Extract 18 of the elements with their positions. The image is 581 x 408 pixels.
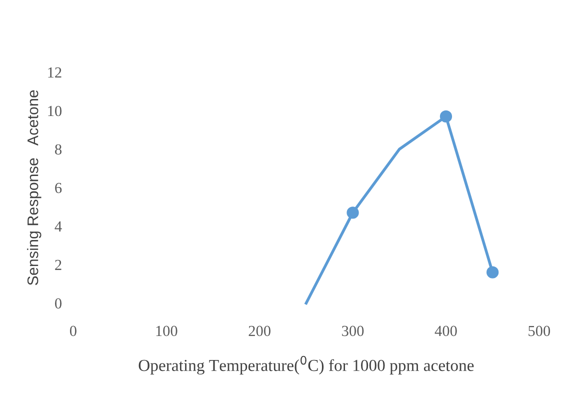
x-tick-label: 100	[156, 326, 178, 336]
point	[440, 110, 452, 123]
x-tick-label: 200	[248, 326, 270, 336]
y-tick-label: 0	[55, 298, 62, 309]
y-tick-label: 12	[48, 67, 62, 78]
x-tick-label: 400	[434, 326, 457, 336]
x-tick-label: 0	[70, 326, 76, 336]
y-tick-label: 10	[48, 106, 62, 116]
x-tick-label: 500	[528, 326, 550, 336]
y-tick-label: 2	[55, 260, 62, 270]
y-tick-label: 6	[55, 182, 62, 194]
point	[486, 266, 499, 278]
y-tick-label: 8	[55, 144, 62, 155]
x-tick-label: 300	[342, 326, 364, 336]
y-tick-label: 4	[54, 221, 62, 232]
x-axis-title: Operating Temperature($^{0}$C) for 1000 ppm acetone	[138, 356, 474, 375]
point	[346, 206, 359, 219]
y-axis-title: Sensing Response Acetone	[27, 90, 42, 286]
